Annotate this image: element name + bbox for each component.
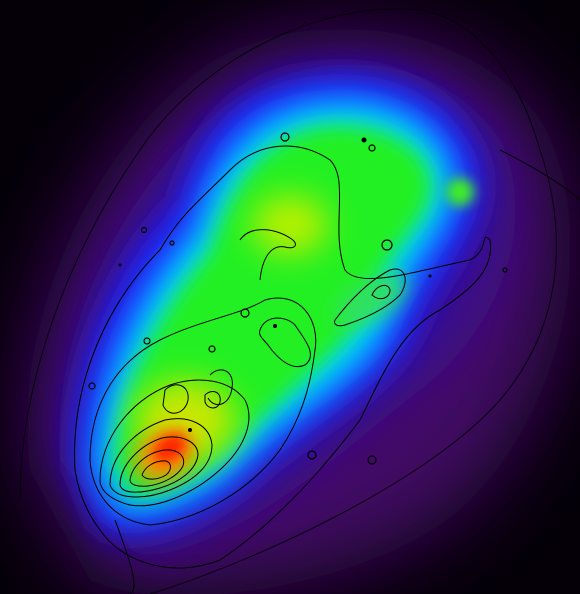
emission-core [135,428,195,482]
point-sources [118,137,432,432]
compact-sources [88,132,508,465]
contours [19,8,580,594]
